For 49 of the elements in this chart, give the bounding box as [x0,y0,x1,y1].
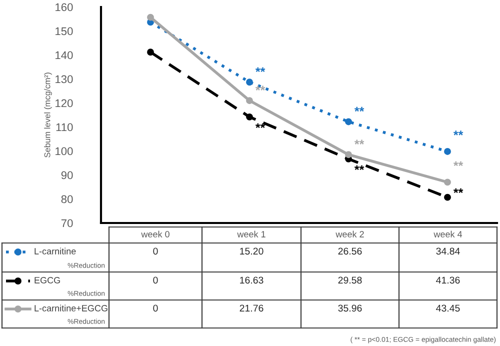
annotation: ** [354,165,364,170]
text: 16.63 [240,276,264,284]
point [246,78,253,86]
annotation: ** [255,123,266,128]
y-tick-label: 120 [56,99,73,108]
legend-label: L-carnitine [34,248,76,254]
y-tick-label: 100 [56,147,73,156]
point [444,148,451,155]
text: 35.96 [338,304,362,312]
text: 21.76 [240,304,264,312]
point [345,151,352,158]
annotation: ** [453,130,464,136]
y-tick-label: 80 [61,195,73,204]
y-tick-label: 70 [61,219,73,228]
legend-label: EGCG [34,277,60,284]
annotation: ** [453,161,464,166]
point [246,97,253,104]
point [345,118,352,126]
annotation: ** [255,86,266,90]
y-tick-label: 110 [56,123,73,132]
y-tick-label: 90 [61,171,73,180]
x-tick-label: week 4 [434,230,462,238]
y-tick-label: 130 [56,75,73,84]
text: 0 [153,248,158,255]
text: 15.20 [240,248,264,255]
y-tick-label: 160 [56,3,73,12]
text: 41.36 [436,276,460,284]
annotation: ** [453,188,464,194]
annotation: ** [255,67,266,72]
point [444,178,451,186]
x-tick-label: week 1 [237,230,266,238]
text: 29.58 [338,276,362,284]
text: 0 [153,304,158,312]
annotation: ** [354,140,364,144]
text: 26.56 [338,248,362,255]
text: 34.84 [436,248,460,255]
annotation: ** [354,106,364,112]
y-axis-title: Sebum level (mcg/cm²) [44,72,52,158]
y-tick-label: 140 [56,51,73,60]
point [147,14,154,21]
text: 0 [153,276,158,284]
text: 43.45 [436,304,460,312]
x-tick-label: week 2 [336,230,364,238]
legend-label: L-carnitine+EGCG [34,304,108,312]
point [246,113,253,120]
point [147,48,154,56]
x-tick-label: week 0 [141,230,170,238]
point [444,194,451,201]
y-tick-label: 150 [56,27,73,36]
